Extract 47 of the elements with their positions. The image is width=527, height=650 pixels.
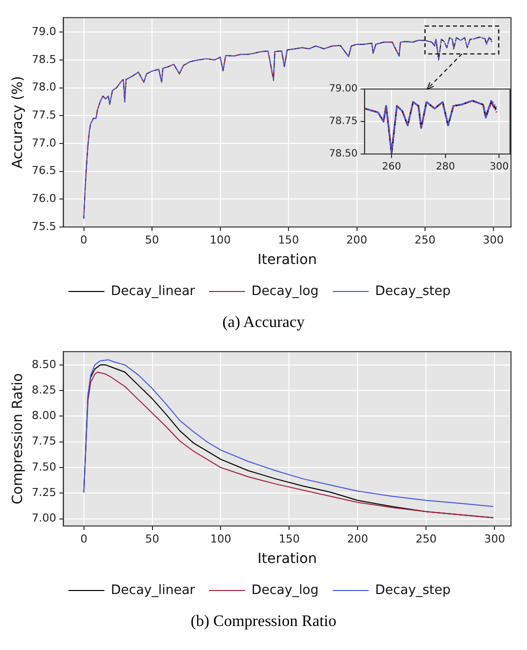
y-tick-label: 76.5 — [32, 164, 56, 178]
x-axis-title: Iteration — [257, 551, 317, 568]
x-tick-label: 100 — [210, 532, 232, 546]
y-tick-label: 7.50 — [32, 460, 56, 474]
x-tick-label: 100 — [210, 233, 231, 246]
x-tick-label: 300 — [482, 233, 504, 246]
y-tick-label: 8.25 — [32, 383, 56, 396]
y-axis-title: Compression Ratio — [10, 373, 26, 504]
x-tick-label: 250 — [416, 532, 437, 546]
x-axis-title: Iteration — [257, 252, 317, 268]
y-tick-label: 76.0 — [32, 192, 56, 206]
y-tick-label: 78.0 — [32, 80, 56, 94]
x-tick-label: 200 — [346, 233, 368, 246]
x-tick-label: 300 — [490, 162, 509, 173]
y-tick-label: 7.75 — [32, 434, 56, 448]
x-tick-label: 0 — [80, 233, 88, 246]
y-tick-label: 78.5 — [32, 52, 56, 66]
y-tick-label: 79.00 — [328, 84, 358, 95]
x-tick-label: 250 — [414, 233, 436, 246]
x-tick-label: 50 — [145, 532, 160, 546]
legend-label: Decay_linear — [110, 582, 196, 598]
y-tick-label: 8.50 — [32, 358, 56, 371]
y-axis-title: Accuracy (%) — [10, 76, 26, 169]
x-tick-label: 50 — [145, 233, 160, 246]
x-tick-label: 0 — [80, 532, 88, 546]
y-tick-label: 7.25 — [32, 486, 56, 500]
x-tick-label: 150 — [278, 532, 300, 546]
x-tick-label: 280 — [436, 162, 455, 173]
legend-label: Decay_log — [252, 582, 319, 598]
legend-label: Decay_step — [375, 582, 451, 598]
y-tick-label: 75.5 — [32, 220, 56, 233]
text: (b) Compression Ratio — [190, 613, 338, 631]
y-tick-label: 77.0 — [32, 136, 56, 150]
y-tick-label: 78.50 — [328, 148, 358, 160]
x-tick-label: 150 — [278, 233, 300, 246]
legend-label: Decay_step — [375, 284, 451, 299]
y-tick-label: 79.0 — [32, 24, 56, 38]
text: (a) Accuracy — [221, 314, 306, 332]
x-tick-label: 260 — [382, 162, 402, 173]
y-tick-label: 78.75 — [328, 116, 358, 128]
legend-label: Decay_linear — [110, 284, 196, 299]
y-tick-label: 7.00 — [32, 512, 56, 525]
x-tick-label: 200 — [347, 532, 368, 546]
y-tick-label: 8.00 — [32, 409, 56, 422]
legend-label: Decay_log — [252, 284, 319, 299]
y-tick-label: 77.5 — [32, 108, 56, 122]
x-tick-label: 300 — [484, 532, 506, 546]
